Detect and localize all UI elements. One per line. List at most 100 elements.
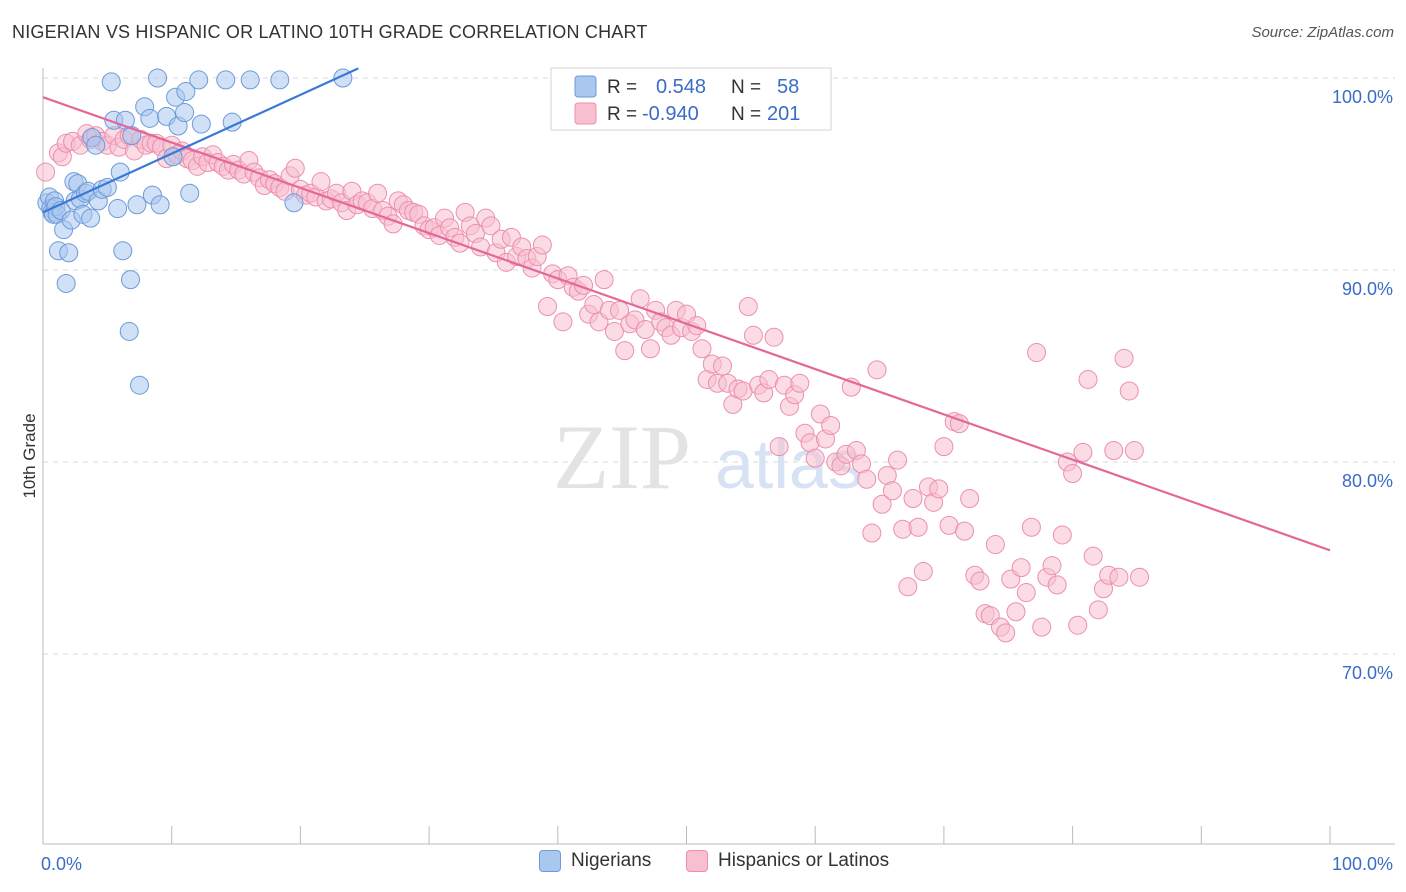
point-nigerians: [140, 108, 160, 128]
point-hispanics: [538, 296, 558, 316]
point-hispanics: [635, 320, 655, 340]
point-hispanics: [872, 494, 892, 514]
point-hispanics: [1052, 525, 1072, 545]
point-hispanics: [903, 488, 923, 508]
top-legend: R = 0.548 N = 58 R = -0.940 N = 201: [550, 67, 832, 131]
point-hispanics: [867, 360, 887, 380]
point-nigerians: [101, 72, 121, 92]
point-nigerians: [176, 81, 196, 101]
tick-labels: 70.0% 80.0% 90.0% 100.0% 0.0% 100.0%: [41, 87, 1393, 874]
top-legend-box: [550, 67, 832, 131]
point-nigerians: [56, 273, 76, 293]
chart-title: NIGERIAN VS HISPANIC OR LATINO 10TH GRAD…: [12, 22, 648, 42]
legend-item-hispanics: Hispanics or Latinos: [686, 850, 889, 872]
point-hispanics: [996, 623, 1016, 643]
point-hispanics: [1016, 583, 1036, 603]
point-hispanics: [743, 325, 763, 345]
point-hispanics: [805, 448, 825, 468]
legend-r-label-hispanics: R =: [607, 104, 637, 125]
point-hispanics: [1088, 600, 1108, 620]
point-nigerians: [119, 321, 139, 341]
legend-r-label-nigerians: R =: [607, 77, 637, 98]
point-hispanics: [1109, 567, 1129, 587]
point-hispanics: [862, 523, 882, 543]
point-hispanics: [1027, 343, 1047, 363]
y-axis-label: 10th Grade: [20, 413, 39, 498]
point-nigerians: [189, 70, 209, 90]
point-hispanics: [985, 535, 1005, 555]
point-hispanics: [687, 316, 707, 336]
legend-n-value-nigerians: 58: [777, 76, 799, 98]
series-hispanics-points: [36, 124, 1150, 643]
point-hispanics: [1083, 546, 1103, 566]
point-nigerians: [284, 193, 304, 213]
point-hispanics: [1073, 442, 1093, 462]
point-hispanics: [1063, 464, 1083, 484]
y-tick-label: 70.0%: [1342, 663, 1393, 683]
trend-line-hispanics: [42, 96, 1331, 552]
point-hispanics: [1114, 348, 1134, 368]
point-nigerians: [148, 68, 168, 88]
point-nigerians: [180, 183, 200, 203]
point-nigerians: [175, 103, 195, 123]
legend-label-nigerians: Nigerians: [571, 850, 652, 871]
legend-swatch-hispanics-bottom: [686, 850, 708, 872]
point-hispanics: [36, 162, 56, 182]
point-nigerians: [59, 243, 79, 263]
point-nigerians: [191, 114, 211, 134]
point-nigerians: [110, 162, 130, 182]
point-nigerians: [86, 135, 106, 155]
point-hispanics: [1032, 617, 1052, 637]
point-hispanics: [640, 339, 660, 359]
legend-r-value-hispanics: -0.940: [642, 103, 699, 125]
point-nigerians: [121, 270, 141, 290]
legend-n-label-hispanics: N =: [731, 104, 761, 125]
point-hispanics: [604, 321, 624, 341]
trend-lines: [42, 67, 1331, 552]
point-hispanics: [908, 517, 928, 537]
point-hispanics: [970, 571, 990, 591]
point-hispanics: [311, 172, 331, 192]
point-hispanics: [594, 270, 614, 290]
point-hispanics: [1068, 615, 1088, 635]
legend-n-value-hispanics: 201: [767, 103, 800, 125]
point-hispanics: [821, 416, 841, 436]
bottom-legend: Nigerians Hispanics or Latinos: [0, 850, 1406, 880]
legend-item-nigerians: Nigerians: [539, 850, 651, 872]
point-hispanics: [713, 356, 733, 376]
legend-label-hispanics: Hispanics or Latinos: [718, 850, 890, 871]
point-hispanics: [882, 481, 902, 501]
point-hispanics: [769, 437, 789, 457]
trend-line-nigerians: [42, 67, 359, 214]
point-hispanics: [368, 183, 388, 203]
point-nigerians: [270, 70, 290, 90]
point-hispanics: [898, 577, 918, 597]
legend-swatch-hispanics: [574, 102, 597, 125]
y-tick-label: 90.0%: [1342, 279, 1393, 299]
watermark-zip: ZIP: [553, 406, 691, 508]
point-nigerians: [240, 70, 260, 90]
point-hispanics: [954, 521, 974, 541]
point-hispanics: [1078, 369, 1098, 389]
point-nigerians: [113, 241, 133, 261]
source-label: Source: ZipAtlas.com: [1251, 24, 1394, 41]
point-hispanics: [1130, 567, 1150, 587]
point-hispanics: [960, 488, 980, 508]
point-hispanics: [692, 339, 712, 359]
point-nigerians: [127, 195, 147, 215]
point-hispanics: [553, 312, 573, 332]
point-hispanics: [790, 373, 810, 393]
point-hispanics: [857, 469, 877, 489]
point-nigerians: [216, 70, 236, 90]
point-hispanics: [934, 437, 954, 457]
point-nigerians: [130, 375, 150, 395]
point-hispanics: [1011, 558, 1031, 578]
point-hispanics: [1047, 575, 1067, 595]
point-hispanics: [929, 479, 949, 499]
point-hispanics: [764, 327, 784, 347]
point-hispanics: [888, 450, 908, 470]
point-hispanics: [615, 341, 635, 361]
point-nigerians: [150, 195, 170, 215]
point-hispanics: [738, 296, 758, 316]
